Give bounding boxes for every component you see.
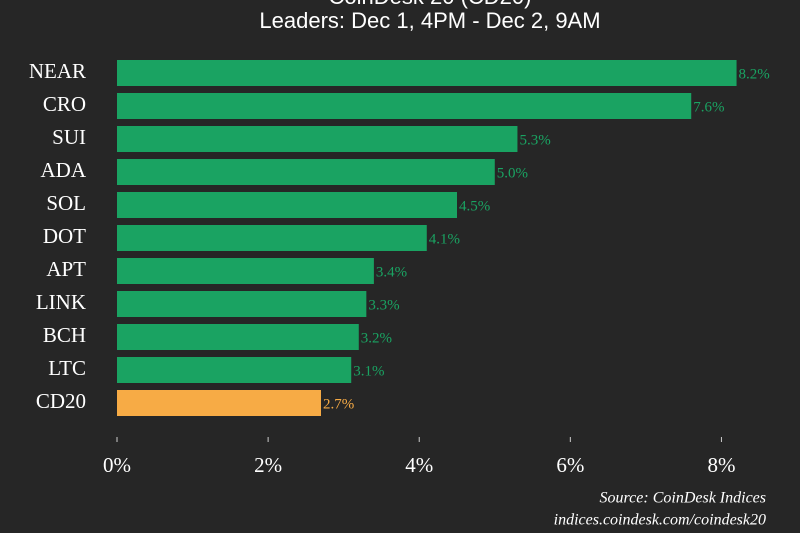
category-label: DOT	[43, 224, 86, 248]
x-tick-label: 4%	[405, 453, 433, 477]
source-url: indices.coindesk.com/coindesk20	[554, 512, 766, 529]
category-label: NEAR	[29, 59, 86, 83]
bar	[117, 357, 352, 383]
bar	[117, 60, 737, 86]
bar	[117, 225, 427, 251]
value-label: 3.2%	[361, 330, 392, 346]
category-label: CRO	[43, 92, 86, 116]
source: Source: CoinDesk Indices	[600, 490, 766, 507]
bar	[117, 192, 457, 218]
bar	[117, 291, 367, 317]
bar	[117, 126, 518, 152]
bar	[117, 93, 692, 119]
x-tick-label: 6%	[556, 453, 584, 477]
value-label: 3.4%	[376, 264, 407, 280]
value-label: 7.6%	[693, 99, 724, 115]
value-label: 4.5%	[459, 198, 490, 214]
bar	[117, 390, 321, 416]
x-tick-label: 2%	[254, 453, 282, 477]
category-label: ADA	[41, 158, 87, 182]
category-label: APT	[46, 257, 86, 281]
value-label: 3.3%	[368, 297, 399, 313]
category-label: SUI	[52, 125, 86, 149]
category-label: LINK	[36, 290, 86, 314]
value-label: 3.1%	[353, 363, 384, 379]
x-tick-label: 0%	[103, 453, 131, 477]
chart-subtitle: Leaders: Dec 1, 4PM - Dec 2, 9AM	[259, 8, 600, 33]
value-label: 2.7%	[323, 396, 354, 412]
category-label: BCH	[43, 323, 86, 347]
value-label: 5.0%	[497, 165, 528, 181]
category-label: CD20	[36, 389, 86, 413]
x-tick-label: 8%	[707, 453, 735, 477]
bar	[117, 324, 359, 350]
value-label: 5.3%	[519, 132, 550, 148]
value-label: 4.1%	[429, 231, 460, 247]
category-label: SOL	[46, 191, 86, 215]
chart-title: CoinDesk 20 (CD20)	[329, 0, 532, 9]
bar	[117, 159, 495, 185]
value-label: 8.2%	[739, 66, 770, 82]
category-label: LTC	[48, 356, 86, 380]
bar	[117, 258, 374, 284]
